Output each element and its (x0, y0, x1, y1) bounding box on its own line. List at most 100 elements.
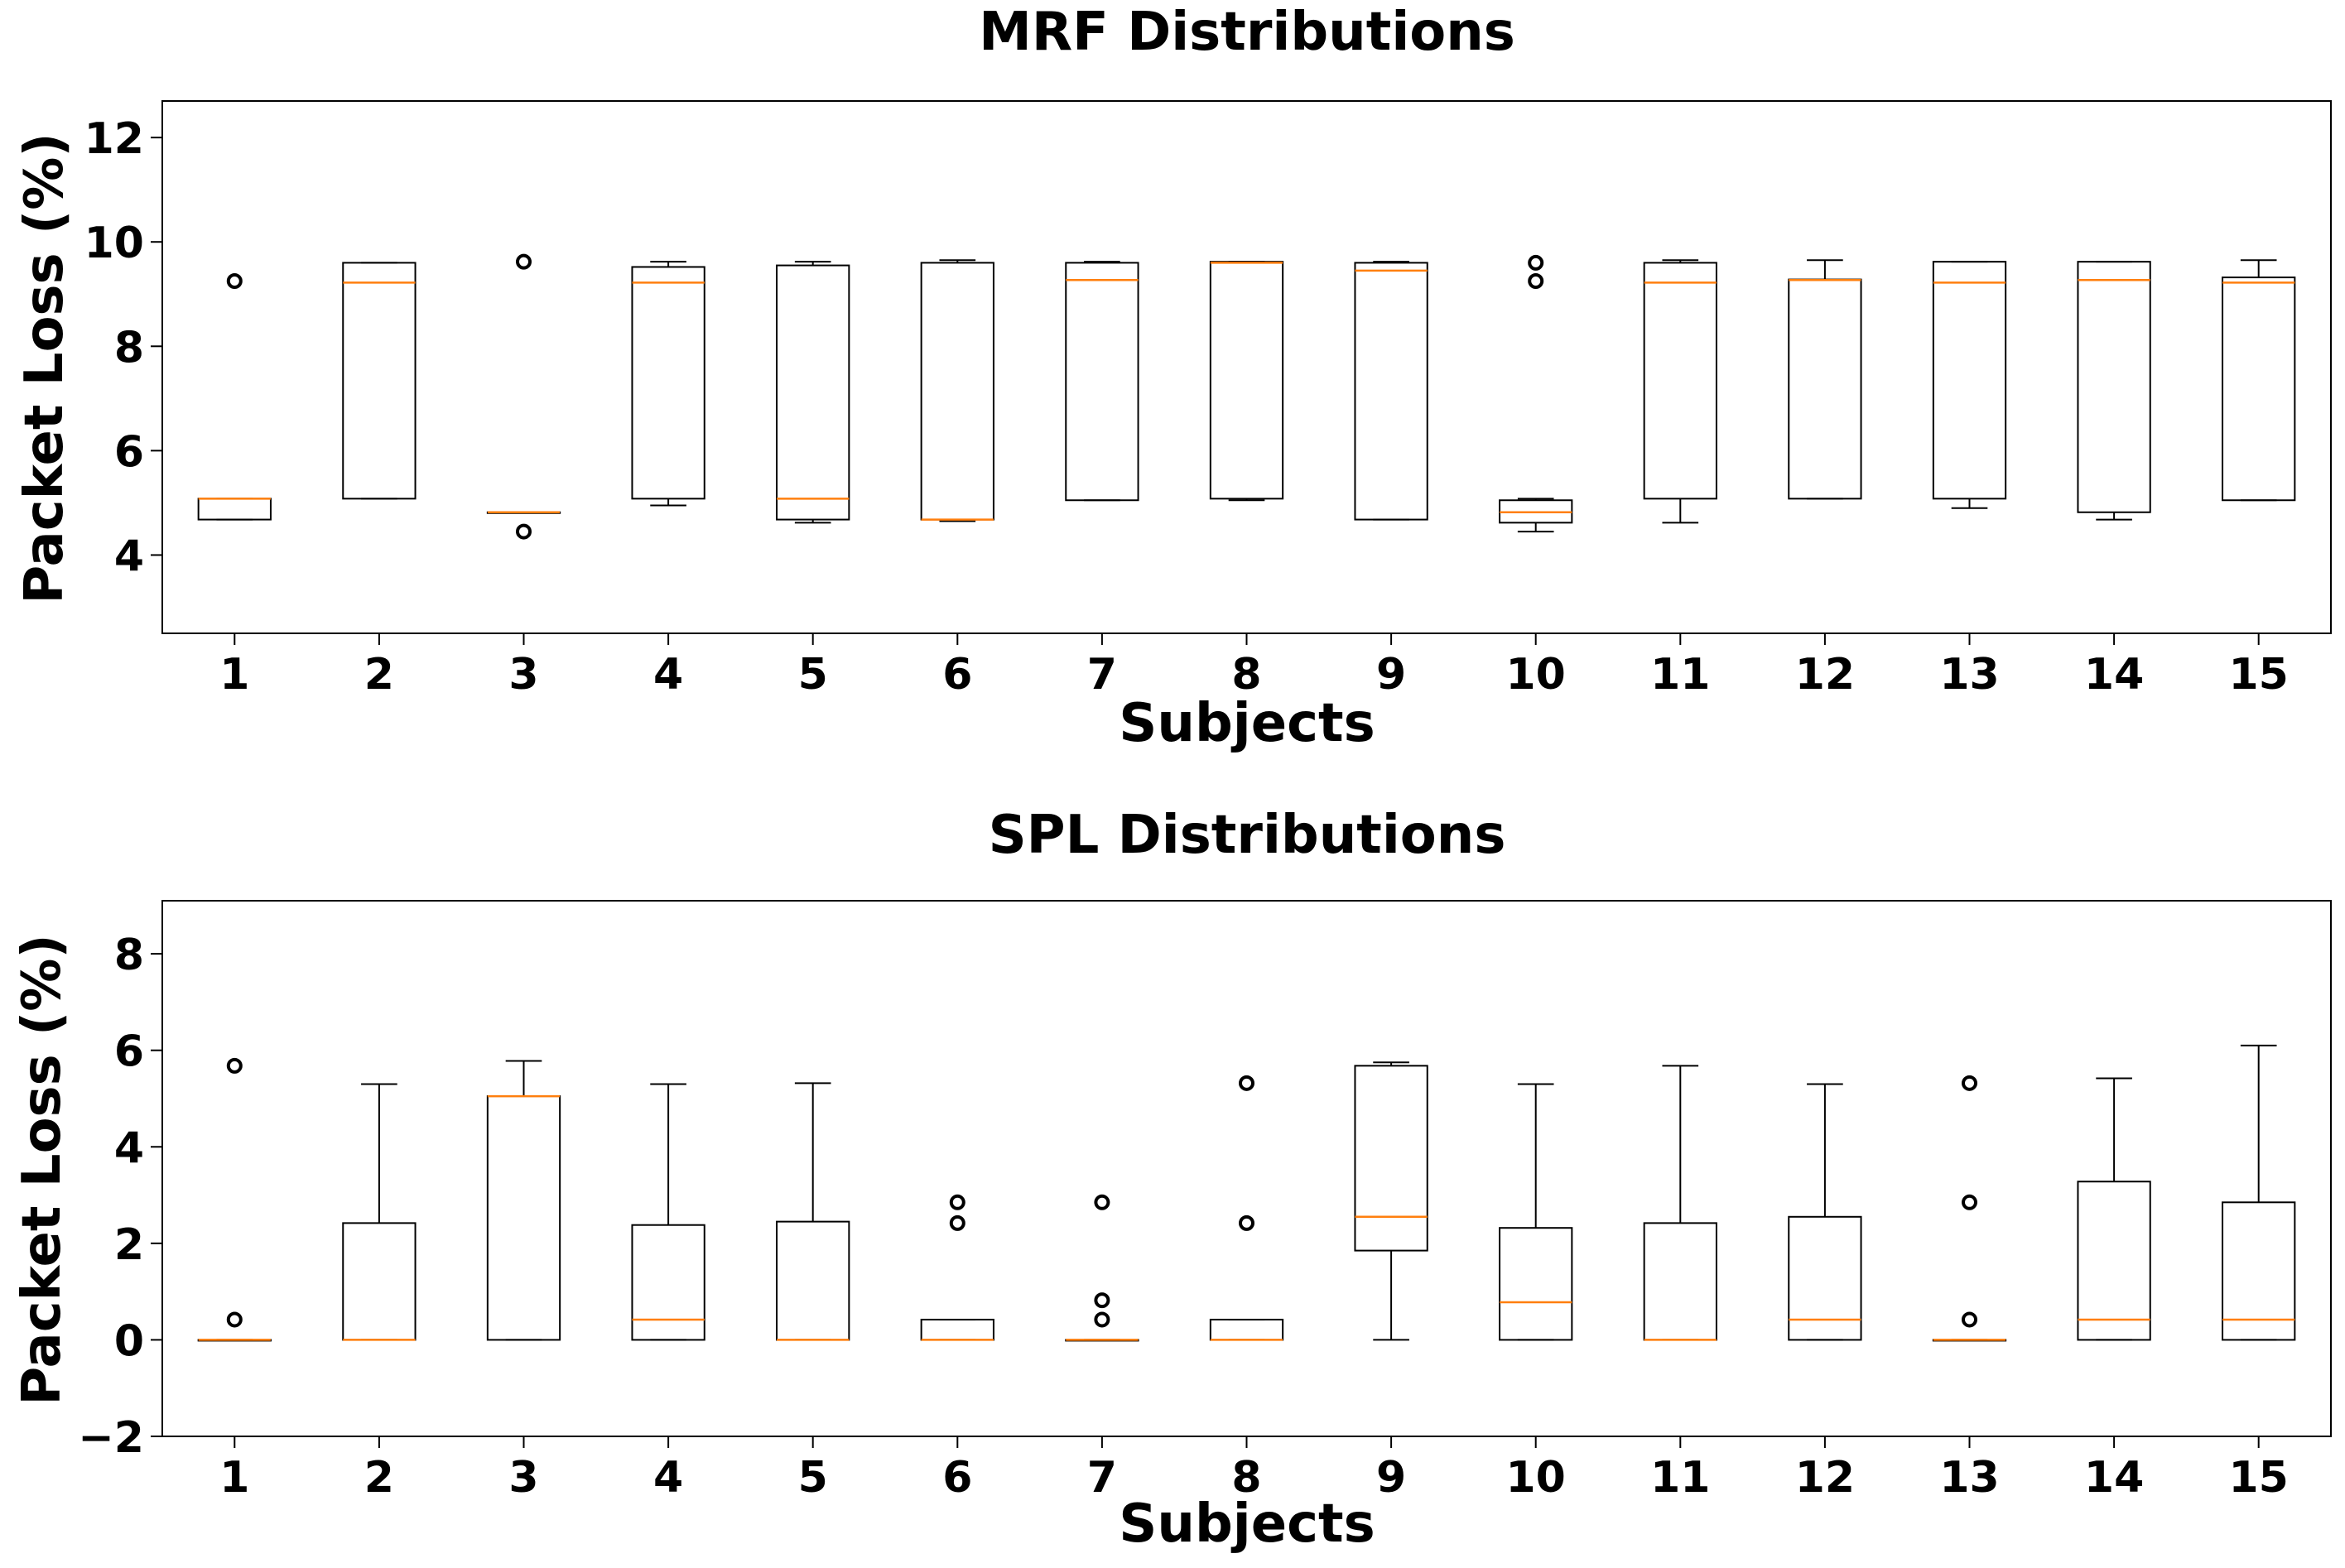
spl-box-subject-11 (1643, 1065, 1717, 1341)
mrf-box (1932, 261, 2007, 500)
mrf-box-subject-11 (1643, 259, 1717, 524)
mrf-y-tick-label: 4 (114, 531, 144, 581)
mrf-y-tick-label: 8 (114, 323, 144, 373)
spl-box-subject-13 (1932, 1075, 2007, 1342)
spl-box (486, 1095, 561, 1341)
mrf-x-tick-label: 15 (2229, 650, 2289, 700)
spl-x-tick-label: 9 (1376, 1453, 1406, 1503)
spl-chart-title: SPL Distributions (989, 805, 1506, 866)
spl-outlier-point (949, 1194, 965, 1210)
spl-outlier-point (1094, 1194, 1110, 1210)
mrf-box (197, 498, 272, 521)
spl-box (776, 1220, 850, 1341)
spl-panel: SPL Distributions Subjects Packet Loss (… (12, 805, 2332, 1555)
spl-box (2077, 1181, 2151, 1341)
mrf-x-tick-label: 4 (653, 650, 683, 700)
mrf-box (1788, 278, 1862, 500)
mrf-box (776, 264, 850, 521)
spl-x-tick-label: 4 (653, 1453, 683, 1503)
mrf-panel: MRF Distributions Subjects Packet Loss (… (14, 2, 2332, 754)
spl-y-tick-label: 6 (114, 1027, 144, 1077)
mrf-outlier-point (1528, 272, 1544, 289)
spl-x-axis-label: Subjects (1119, 1493, 1375, 1555)
mrf-box-subject-9 (1354, 261, 1428, 521)
spl-x-tick-label: 1 (219, 1453, 249, 1503)
mrf-box (342, 262, 417, 500)
mrf-x-tick-label: 2 (364, 650, 394, 700)
spl-box-subject-7 (1065, 1194, 1139, 1342)
mrf-box (2222, 277, 2296, 502)
spl-outlier-point (1239, 1214, 1254, 1231)
spl-x-tick-label: 2 (364, 1453, 394, 1503)
mrf-box-subject-7 (1065, 261, 1139, 502)
mrf-x-tick-label: 1 (219, 650, 249, 700)
mrf-box-subject-6 (920, 259, 994, 522)
mrf-box-subject-10 (1499, 254, 1573, 533)
mrf-y-tick-label: 10 (84, 219, 144, 268)
spl-outlier-point (226, 1057, 243, 1074)
spl-x-tick-label: 7 (1087, 1453, 1117, 1503)
spl-box-subject-14 (2077, 1077, 2151, 1341)
spl-box-subject-3 (486, 1060, 561, 1341)
mrf-box-subject-4 (631, 261, 705, 507)
mrf-box (1354, 262, 1428, 521)
spl-box-subject-5 (776, 1082, 850, 1341)
mrf-box-subject-2 (342, 262, 417, 500)
spl-outlier-point (1094, 1292, 1110, 1309)
spl-outlier-point (1239, 1075, 1254, 1091)
spl-x-tick-label: 5 (798, 1453, 828, 1503)
spl-y-tick-label: 8 (114, 931, 144, 980)
spl-box-subject-10 (1499, 1083, 1573, 1341)
mrf-x-tick-label: 8 (1231, 650, 1261, 700)
spl-outlier-point (1962, 1311, 1977, 1328)
spl-x-tick-label: 8 (1231, 1453, 1261, 1503)
spl-y-tick-label: 2 (114, 1220, 144, 1270)
mrf-box-subject-1 (197, 272, 272, 521)
mrf-outlier-point (226, 272, 243, 289)
spl-box-subject-2 (342, 1083, 417, 1341)
mrf-x-tick-label: 6 (942, 650, 972, 700)
spl-box (1788, 1215, 1862, 1341)
mrf-chart-title: MRF Distributions (979, 2, 1515, 63)
mrf-outlier-point (516, 523, 532, 540)
mrf-box (2077, 261, 2151, 513)
spl-box (1354, 1065, 1428, 1252)
mrf-x-tick-label: 9 (1376, 650, 1406, 700)
mrf-box (631, 266, 705, 500)
mrf-box (1209, 261, 1284, 500)
mrf-x-tick-label: 3 (508, 650, 538, 700)
spl-box (920, 1318, 994, 1341)
spl-x-tick-label: 11 (1650, 1453, 1710, 1503)
spl-outlier-point (1094, 1311, 1110, 1328)
spl-y-tick-label: 0 (114, 1316, 144, 1366)
mrf-outlier-point (1528, 254, 1544, 271)
mrf-x-tick-label: 12 (1795, 650, 1855, 700)
mrf-x-tick-label: 7 (1087, 650, 1117, 700)
mrf-x-tick-label: 11 (1650, 650, 1710, 700)
spl-box-subject-9 (1354, 1061, 1428, 1341)
mrf-box-subject-3 (486, 253, 561, 540)
spl-box-subject-15 (2222, 1044, 2296, 1341)
spl-box (1499, 1227, 1573, 1341)
spl-x-tick-label: 12 (1795, 1453, 1855, 1503)
spl-x-tick-label: 6 (942, 1453, 972, 1503)
spl-box-subject-1 (197, 1057, 272, 1342)
mrf-x-tick-label: 13 (1939, 650, 1999, 700)
mrf-box-subject-14 (2077, 261, 2151, 521)
mrf-outlier-point (516, 253, 532, 270)
mrf-box-subject-12 (1788, 259, 1862, 500)
spl-x-tick-label: 14 (2084, 1453, 2144, 1503)
spl-y-tick-label: 4 (114, 1123, 144, 1173)
mrf-box-subject-8 (1209, 261, 1284, 502)
spl-box-subject-4 (631, 1083, 705, 1341)
spl-x-tick-label: 15 (2229, 1453, 2289, 1503)
mrf-y-tick-label: 6 (114, 427, 144, 477)
mrf-box-subject-15 (2222, 259, 2296, 502)
spl-box (342, 1222, 417, 1341)
spl-outlier-point (226, 1311, 243, 1328)
spl-box (1209, 1318, 1284, 1341)
